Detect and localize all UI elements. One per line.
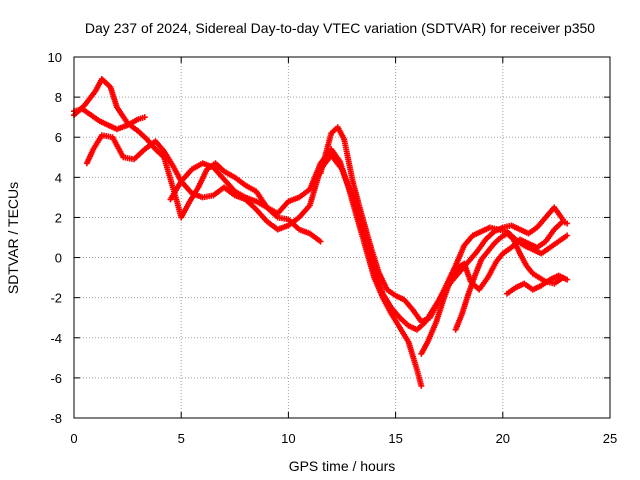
series-track	[167, 160, 324, 245]
grid	[74, 57, 610, 418]
y-tick-label: -6	[50, 371, 62, 386]
x-tick-label: 0	[70, 431, 77, 446]
series-track	[71, 76, 425, 389]
data-points	[71, 76, 571, 389]
x-axis-label: GPS time / hours	[289, 458, 396, 474]
x-axis-ticks: 0 5 10 15 20 25	[70, 57, 617, 446]
x-tick-label: 15	[388, 431, 402, 446]
data-point	[564, 232, 571, 239]
data-point	[418, 382, 425, 389]
y-tick-label: -8	[50, 411, 62, 426]
data-point	[564, 276, 571, 283]
data-point	[564, 220, 571, 227]
series-track	[418, 218, 571, 357]
x-tick-label: 5	[178, 431, 185, 446]
y-tick-label: 4	[55, 170, 62, 185]
data-point	[141, 114, 148, 121]
series-track	[71, 106, 148, 133]
y-tick-label: 8	[55, 90, 62, 105]
data-point	[317, 238, 324, 245]
y-axis-ticks: -8 -6 -4 -2 0 2 4 6 8 10	[48, 50, 610, 426]
series-track	[504, 272, 571, 297]
series-track	[452, 230, 566, 333]
y-axis-label: SDTVAR / TECUs	[5, 182, 21, 294]
y-tick-label: -2	[50, 291, 62, 306]
y-tick-label: 2	[55, 210, 62, 225]
y-tick-label: -4	[50, 331, 62, 346]
chart-title: Day 237 of 2024, Sidereal Day-to-day VTE…	[85, 20, 595, 36]
y-tick-label: 10	[48, 50, 62, 65]
plot-frame	[73, 56, 611, 419]
y-tick-label: 6	[55, 130, 62, 145]
x-tick-label: 20	[496, 431, 510, 446]
y-tick-label: 0	[55, 251, 62, 266]
x-tick-label: 10	[281, 431, 295, 446]
x-tick-label: 25	[603, 431, 617, 446]
